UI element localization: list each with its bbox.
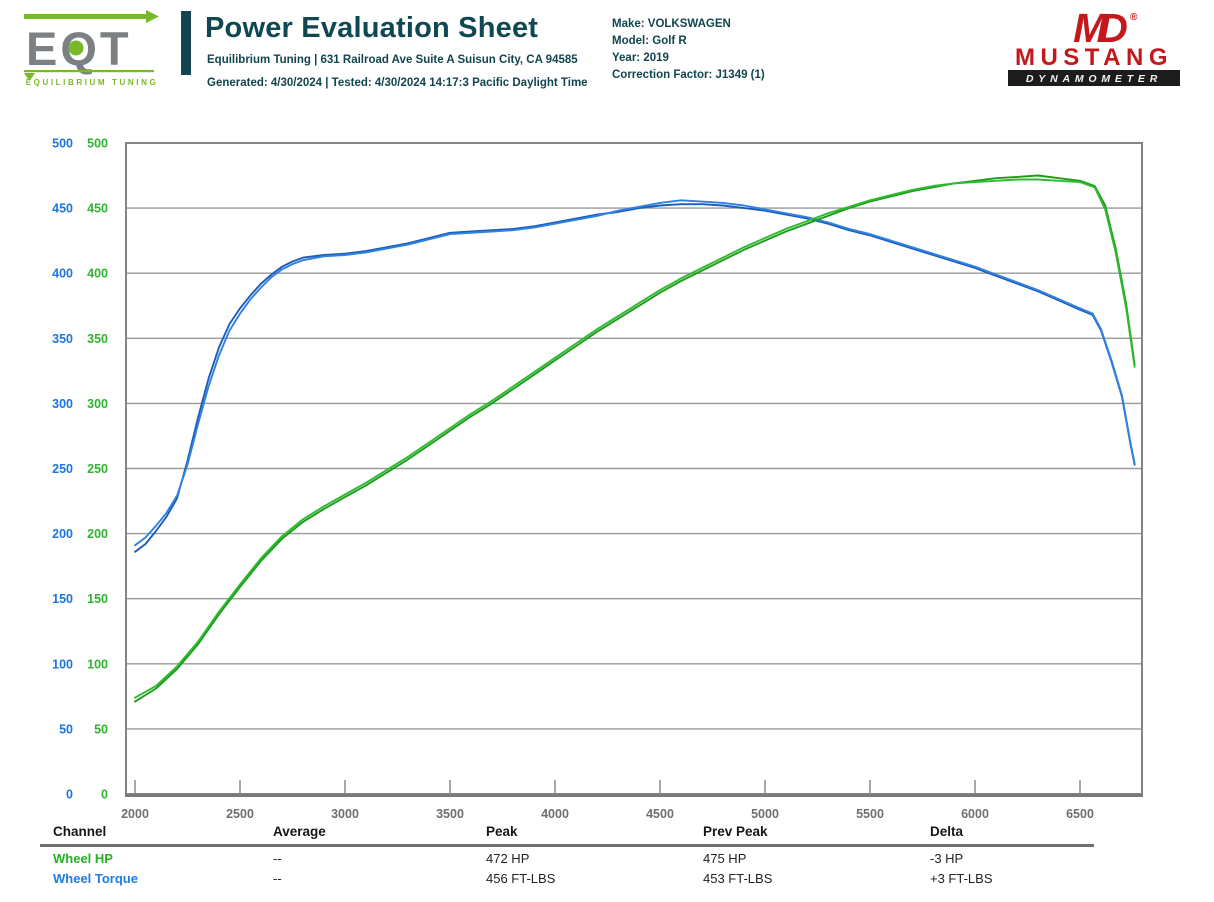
x-tick-label: 2500 [226,807,254,821]
table-row-hp-peak: 472 HP [486,851,530,866]
vehicle-year: Year: 2019 [612,52,669,64]
table-row-hp-channel: Wheel HP [53,851,113,866]
vehicle-make: Make: VOLKSWAGEN [612,18,731,30]
generated-tested-line: Generated: 4/30/2024 | Tested: 4/30/2024… [207,77,588,89]
company-address-line: Equilibrium Tuning | 631 Railroad Ave Su… [207,54,578,66]
correction-factor: Correction Factor: J1349 (1) [612,69,765,81]
dyno-chart: 2000 2500 3000 3500 4000 4500 5000 5500 6000 6500… [52,137,1143,821]
md-sub-name: DYNAMOMETER [1026,73,1162,85]
eqt-logo-top-bar [24,14,146,19]
y-axis-labels: 0 0 50 50 100 100 150 150 200 200 250 250 300 300 350 3… [52,137,108,802]
y-tick-label-hp: 0 [101,788,108,802]
x-tick-label: 4500 [646,807,674,821]
mustang-dynamometer-logo: MD ® MUSTANG DYNAMOMETER [1008,6,1180,86]
y-tick-label-hp: 300 [87,397,108,411]
y-tick-label-torque: 300 [52,397,73,411]
table-row-hp-average: -- [273,851,282,866]
y-tick-label-torque: 450 [52,202,73,216]
y-tick-label-torque: 350 [52,332,73,346]
table-row-torque-channel: Wheel Torque [53,871,138,886]
vehicle-model: Model: Golf R [612,35,687,47]
y-tick-label-hp: 500 [87,137,108,151]
y-tick-label-torque: 250 [52,462,73,476]
wheel-hp-curve [134,178,1136,699]
x-tick-label: 4000 [541,807,569,821]
x-tick-label: 5000 [751,807,779,821]
gridlines [126,207,1142,730]
x-axis: 2000 2500 3000 3500 4000 4500 5000 5500 6000 6500 [121,780,1094,821]
table-row-hp-prev-peak: 475 HP [703,851,747,866]
y-tick-label-hp: 400 [87,267,108,281]
eqt-logo-tagline: EQUILIBRIUM TUNING [26,78,159,87]
y-tick-label-hp: 50 [94,722,108,736]
y-tick-label-hp: 350 [87,332,108,346]
y-tick-label-hp: 450 [87,202,108,216]
md-sub-bar [1008,70,1180,86]
x-tick-label: 3000 [331,807,359,821]
wheel-torque-prev-curve [134,203,1136,553]
y-tick-label-hp: 150 [87,592,108,606]
table-row-torque-prev-peak: 453 FT-LBS [703,871,773,886]
table-header-delta: Delta [930,824,964,839]
x-tick-label: 2000 [121,807,149,821]
x-tick-label: 5500 [856,807,884,821]
eqt-logo-underline [24,70,154,73]
y-tick-label-hp: 200 [87,527,108,541]
table-header-channel: Channel [53,824,107,839]
eqt-logo-arrow-icon [146,10,159,23]
md-name: MUSTANG [1015,44,1173,71]
md-registered-mark: ® [1130,12,1138,23]
table-row-hp-delta: -3 HP [930,851,964,866]
y-tick-label-torque: 200 [52,527,73,541]
wheel-torque-curve [134,199,1136,547]
table-row-torque-delta: +3 FT-LBS [930,871,993,886]
y-tick-label-torque: 100 [52,657,73,671]
table-row-torque-peak: 456 FT-LBS [486,871,556,886]
page-title: Power Evaluation Sheet [205,12,539,44]
y-tick-label-torque: 50 [59,722,73,736]
y-tick-label-hp: 250 [87,462,108,476]
eqt-logo-triangle-icon [24,73,35,81]
y-tick-label-hp: 100 [87,657,108,671]
table-header-rule [40,844,1094,847]
x-tick-label: 6000 [961,807,989,821]
eqt-logo-dot-icon [68,40,84,56]
y-tick-label-torque: 500 [52,137,73,151]
y-tick-label-torque: 0 [66,788,73,802]
vehicle-info: Make: VOLKSWAGEN Model: Golf R Year: 201… [612,16,765,84]
title-accent-bar [181,11,191,75]
table-header-average: Average [273,824,326,839]
wheel-hp-prev-curve [134,174,1136,703]
eqt-logo: EQT EQUILIBRIUM TUNING [24,10,159,87]
y-tick-label-torque: 150 [52,592,73,606]
table-header-prev-peak: Prev Peak [703,824,768,839]
y-tick-label-torque: 400 [52,267,73,281]
table-header-peak: Peak [486,824,518,839]
x-tick-label: 6500 [1066,807,1094,821]
x-tick-label: 3500 [436,807,464,821]
table-row-torque-average: -- [273,871,282,886]
